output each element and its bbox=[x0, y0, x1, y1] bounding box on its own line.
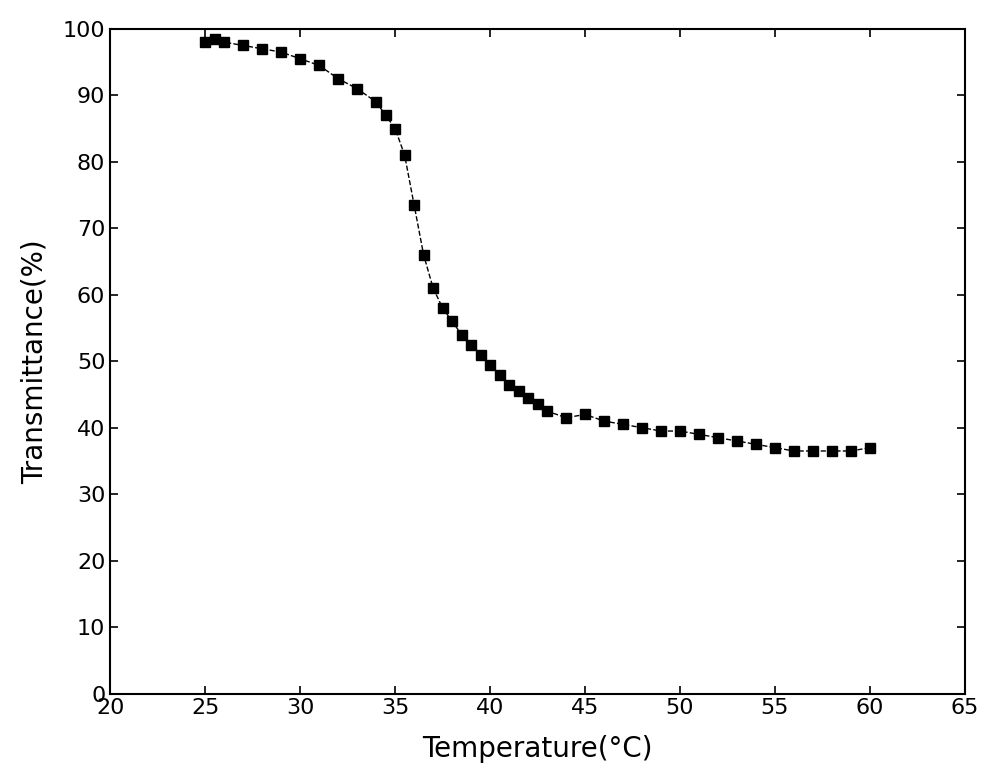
X-axis label: Temperature(°C): Temperature(°C) bbox=[422, 735, 653, 763]
Y-axis label: Transmittance(%): Transmittance(%) bbox=[21, 239, 49, 484]
